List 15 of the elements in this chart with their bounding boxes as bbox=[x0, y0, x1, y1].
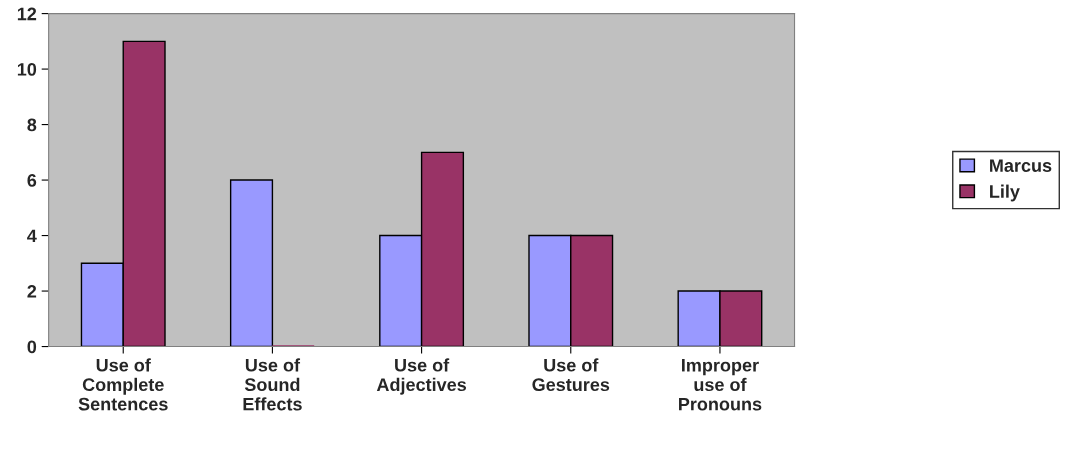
x-tick-label: Use of Adjectives bbox=[376, 358, 467, 395]
bar bbox=[229, 179, 274, 347]
y-tick-label: 8 bbox=[27, 118, 37, 132]
y-tick-label: 0 bbox=[27, 340, 37, 354]
y-tick-label: 6 bbox=[27, 174, 37, 187]
y-tick-label: 2 bbox=[27, 284, 37, 298]
legend-label: Lily bbox=[990, 184, 1020, 202]
y-tick-label: 4 bbox=[27, 229, 37, 243]
x-tick-label: Improper use of Pronouns bbox=[679, 359, 762, 411]
y-tick-label: 12 bbox=[17, 7, 37, 21]
x-tick-label: Use of Sound Effects bbox=[243, 358, 302, 411]
x-tick-label: Use of Gestures bbox=[532, 358, 610, 392]
y-tick-label: 10 bbox=[17, 63, 37, 76]
legend-label: Marcus bbox=[990, 159, 1052, 172]
x-tick-label: Use of Complete Sentences bbox=[78, 358, 168, 411]
